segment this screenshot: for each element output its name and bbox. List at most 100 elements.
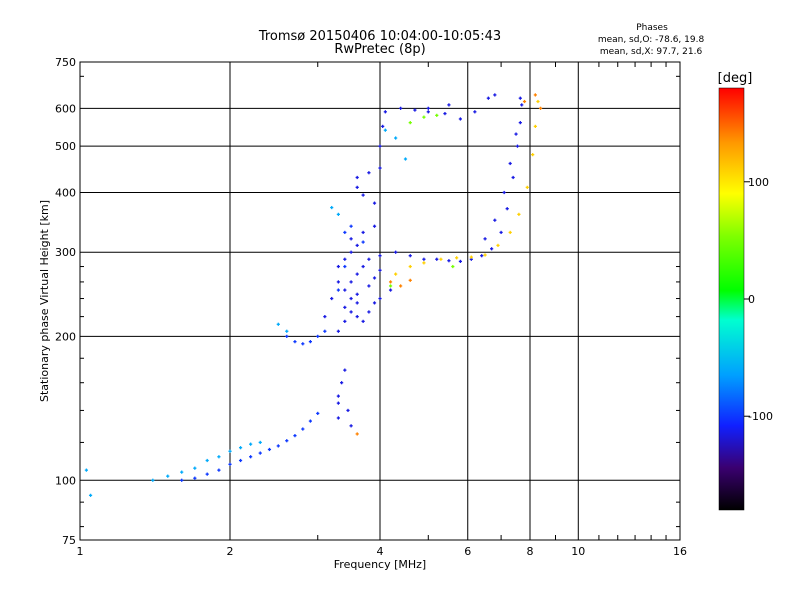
data-point <box>349 310 353 314</box>
data-point <box>343 305 347 309</box>
data-point <box>533 93 537 97</box>
data-point <box>84 468 88 472</box>
data-point <box>336 264 340 269</box>
data-point <box>458 259 463 264</box>
data-point <box>439 257 443 261</box>
data-point <box>330 296 334 301</box>
data-point <box>228 449 232 453</box>
x-tick-label: 10 <box>571 545 585 558</box>
data-point <box>323 329 327 333</box>
data-point <box>383 110 387 114</box>
y-tick-label: 75 <box>62 534 76 547</box>
data-point <box>361 319 365 323</box>
data-point <box>408 264 412 269</box>
data-point <box>228 462 232 466</box>
data-point <box>378 144 382 148</box>
data-point <box>330 205 334 210</box>
y-tick-label: 400 <box>55 186 76 199</box>
data-point <box>180 470 184 474</box>
data-point <box>193 466 197 470</box>
data-point <box>372 276 377 280</box>
data-point <box>378 254 382 258</box>
data-point <box>399 284 403 288</box>
data-point <box>355 272 359 276</box>
data-point <box>151 478 155 482</box>
data-point <box>399 106 403 110</box>
data-point <box>483 237 487 241</box>
data-point <box>285 334 289 338</box>
data-point <box>518 121 522 125</box>
data-point <box>361 193 365 197</box>
data-point <box>316 334 320 338</box>
y-tick-label: 600 <box>55 102 76 115</box>
data-point <box>372 201 377 205</box>
x-axis-label: Frequency [MHz] <box>334 558 426 571</box>
data-point <box>336 329 340 333</box>
data-point <box>372 301 377 305</box>
data-point <box>267 447 272 452</box>
data-point <box>349 280 353 284</box>
data-point <box>367 257 371 261</box>
data-point <box>372 224 377 228</box>
data-point <box>505 207 509 211</box>
data-point <box>217 468 221 472</box>
data-point <box>205 458 209 463</box>
data-point <box>536 99 540 104</box>
data-point <box>343 288 347 292</box>
data-point <box>486 96 490 100</box>
data-point <box>435 257 439 261</box>
data-point <box>447 259 451 263</box>
data-point <box>511 175 515 180</box>
stats-heading: Phases <box>636 23 668 33</box>
data-point <box>336 401 340 405</box>
data-point <box>336 212 340 216</box>
data-point <box>355 432 359 436</box>
data-point <box>514 132 518 136</box>
data-point <box>522 99 527 104</box>
data-point <box>355 315 359 319</box>
data-point <box>355 185 359 189</box>
data-point <box>166 474 170 478</box>
data-point <box>316 411 320 416</box>
y-tick-label: 100 <box>55 474 76 487</box>
data-point <box>336 416 340 420</box>
data-point <box>276 322 280 326</box>
data-point <box>381 124 385 128</box>
data-point <box>336 288 340 292</box>
data-point <box>447 103 451 107</box>
colorbar-ticks: 100 0 -100 <box>744 176 773 423</box>
data-point <box>422 115 426 119</box>
data-point <box>520 103 524 107</box>
y-tick-label: 500 <box>55 140 76 153</box>
data-point <box>346 408 350 413</box>
phase-colorbar <box>718 87 745 511</box>
data-point <box>249 455 253 459</box>
data-point <box>193 476 197 480</box>
data-point <box>238 446 243 450</box>
data-point <box>378 268 382 272</box>
data-point <box>408 278 412 282</box>
data-point <box>355 301 359 305</box>
data-point <box>502 190 506 195</box>
grid-lines <box>80 62 680 540</box>
data-point <box>469 255 473 259</box>
data-point <box>349 237 353 241</box>
data-point <box>378 166 382 170</box>
data-point <box>308 419 313 423</box>
x-tick-label: 16 <box>673 545 687 558</box>
data-point <box>293 434 297 438</box>
data-point <box>443 111 447 116</box>
data-point <box>205 472 209 476</box>
data-point <box>340 381 344 385</box>
x-tick-label: 4 <box>377 545 384 558</box>
data-point <box>531 153 535 157</box>
data-point <box>499 230 503 235</box>
data-points <box>84 93 543 497</box>
data-point <box>343 257 347 261</box>
data-point <box>533 124 537 128</box>
colorbar-tick-label: 100 <box>748 176 769 189</box>
data-point <box>473 110 477 114</box>
data-point <box>349 296 353 301</box>
colorbar-tick-label: 0 <box>748 293 755 306</box>
data-point <box>238 458 243 463</box>
